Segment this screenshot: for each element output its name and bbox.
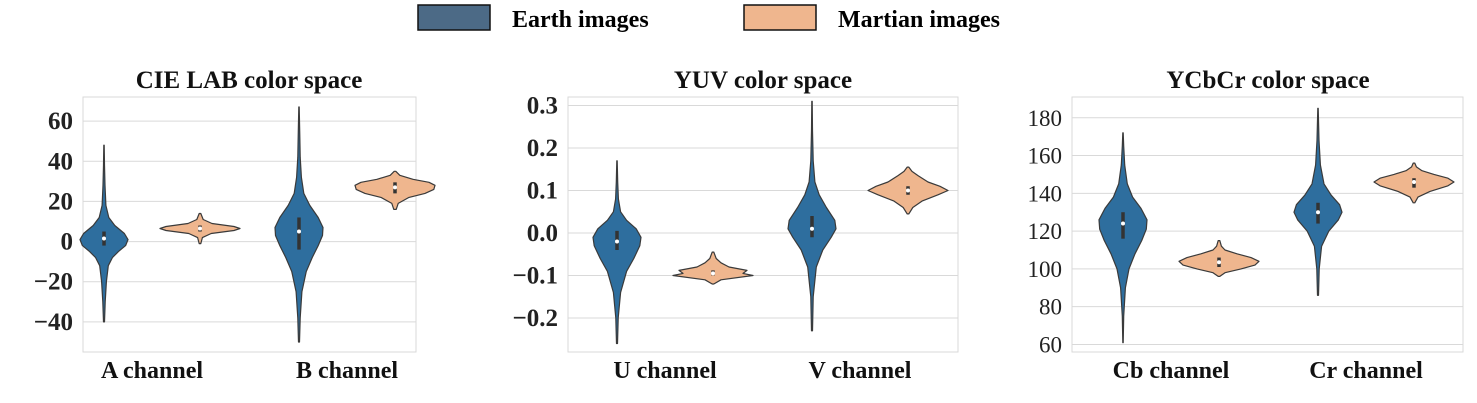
violin-median-dot <box>1217 260 1221 265</box>
y-tick-label: 180 <box>1028 106 1063 131</box>
x-category-label: V channel <box>809 358 912 384</box>
violin-median-dot <box>711 271 715 276</box>
legend-swatch-mars <box>743 4 817 31</box>
legend-item-mars: Martian images <box>743 4 1000 33</box>
legend-swatch-earth <box>417 4 491 31</box>
panel-title: YCbCr color space <box>1166 67 1369 94</box>
violin-mars <box>672 251 754 285</box>
violin-earth <box>592 160 642 345</box>
violin-earth <box>1293 107 1343 296</box>
y-tick-label: 80 <box>1039 295 1062 320</box>
y-tick-label: 0.2 <box>527 135 558 162</box>
y-tick-label: 60 <box>1039 332 1062 357</box>
y-tick-label: 40 <box>48 148 73 175</box>
x-category-label: Cr channel <box>1309 358 1423 384</box>
legend-label-earth: Earth images <box>512 7 649 33</box>
y-tick-label: 20 <box>48 188 73 215</box>
violin-median-dot <box>102 236 106 241</box>
panel-ycbcr: YCbCr color space 60 80 100 120 140 160 180 Cb … <box>1028 67 1464 384</box>
x-category-label: U channel <box>613 358 717 384</box>
plot-area <box>567 96 959 353</box>
y-tick-label: −20 <box>34 269 73 296</box>
panel-cie-lab: CIE LAB color space −40 −20 0 20 40 60 A chann… <box>34 67 436 384</box>
violin-median-dot <box>1412 180 1416 184</box>
violin-median-dot <box>393 185 397 190</box>
panel-yuv: YUV color space −0.2 −0.1 0.0 0.1 0.2 0.3 U ch… <box>513 67 959 384</box>
violin-median-dot <box>615 239 619 244</box>
y-tick-label: 0 <box>61 229 74 256</box>
y-tick-label: 0.3 <box>527 93 558 120</box>
panel-title: CIE LAB color space <box>136 67 363 94</box>
legend-item-earth: Earth images <box>417 4 649 33</box>
panel-title: YUV color space <box>674 67 852 94</box>
y-tick-label: 0.1 <box>527 178 558 205</box>
y-tick-label: 160 <box>1028 144 1063 169</box>
y-tick-label: −0.2 <box>513 305 559 332</box>
y-tick-label: 60 <box>48 108 73 135</box>
legend-label-mars: Martian images <box>838 7 1000 33</box>
x-category-label: B channel <box>296 358 398 384</box>
y-tick-label: 100 <box>1028 257 1063 282</box>
violin-median-dot <box>297 229 301 234</box>
violin-median-dot <box>810 226 814 231</box>
y-tick-label: 0.0 <box>527 220 558 247</box>
x-category-label: A channel <box>101 358 203 384</box>
y-tick-label: 140 <box>1028 181 1063 206</box>
y-tick-label: −0.1 <box>513 263 559 290</box>
violin-median-dot <box>906 188 910 193</box>
plot-area <box>82 96 417 353</box>
violin-median-dot <box>198 226 202 231</box>
violin-median-dot <box>1316 210 1320 215</box>
violin-median-dot <box>1121 221 1125 226</box>
y-tick-label: −40 <box>34 309 73 336</box>
legend: Earth images Martian images <box>417 4 1000 33</box>
y-tick-label: 120 <box>1028 219 1063 244</box>
x-category-label: Cb channel <box>1113 358 1230 384</box>
